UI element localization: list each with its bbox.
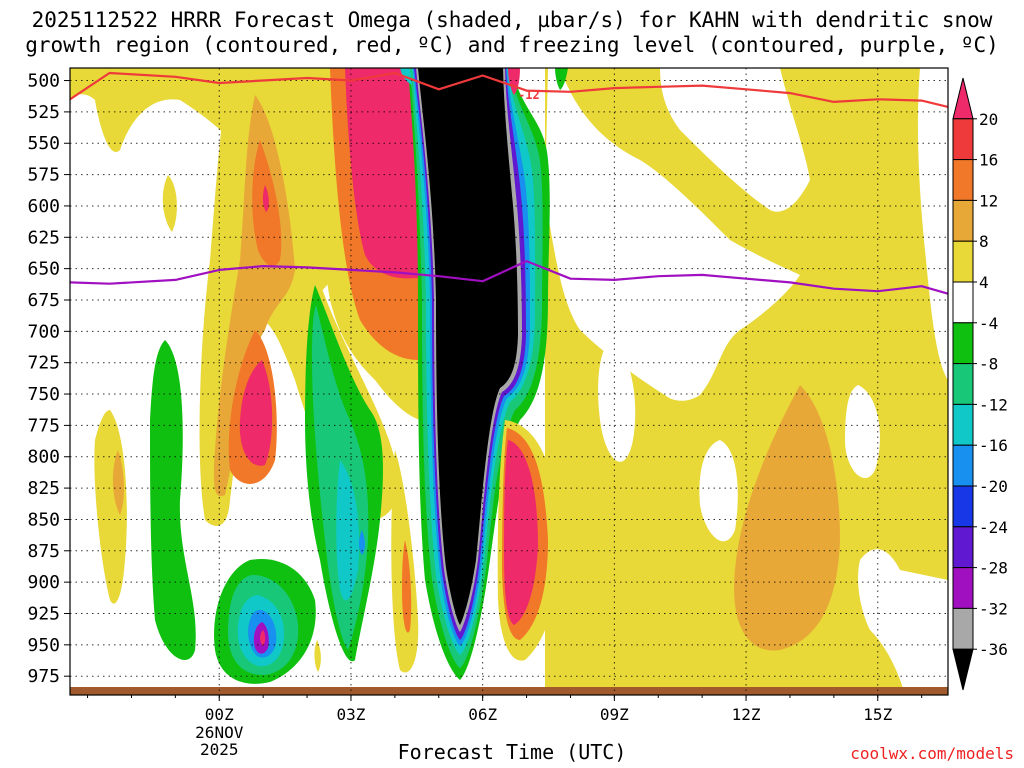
- colorbar-swatch: [952, 199, 974, 242]
- y-tick-label: 600: [27, 196, 60, 217]
- omega-yellow-small-bottom: [314, 640, 321, 672]
- omega-blue-center-left: [359, 530, 365, 555]
- colorbar-label: -28: [979, 559, 1008, 578]
- omega-pink-left-upper: [262, 185, 269, 212]
- omega-green-left: [150, 340, 196, 660]
- y-tick-label: 875: [27, 541, 60, 562]
- gridlines: [70, 68, 948, 695]
- plot-frame: [69, 67, 949, 696]
- x-tick-label: 09Z: [600, 705, 629, 724]
- y-axis: 500 525 550 575 600 625 650 675 700 725 750 775 800 8…: [27, 71, 70, 687]
- y-tick-label: 950: [27, 635, 60, 656]
- colorbar-label: -32: [979, 599, 1008, 618]
- colorbar-label: -36: [979, 640, 1008, 659]
- omega-core-black: [418, 68, 518, 625]
- colorbar-swatch: [952, 281, 974, 324]
- colorbar-bottom-arrow: [952, 648, 974, 691]
- colorbar-label: -24: [979, 518, 1008, 537]
- y-tick-label: 675: [27, 290, 60, 311]
- y-tick-label: 525: [27, 102, 60, 123]
- colorbar-label: 16: [979, 151, 998, 170]
- y-tick-label: 800: [27, 447, 60, 468]
- omega-white-hole-2: [845, 385, 880, 479]
- colorbar-label: 20: [979, 110, 998, 129]
- freezing-level-contour: [69, 260, 949, 295]
- colorbar-swatch: [952, 526, 974, 569]
- dendritic-growth-contour: [69, 71, 949, 108]
- colorbar-swatch: [952, 363, 974, 405]
- colorbar-label: -8: [979, 355, 998, 374]
- omega-magenta-lower-left: [260, 630, 266, 646]
- colorbar-label: 4: [979, 273, 989, 292]
- x-tick-label: 15Z: [863, 705, 892, 724]
- credit-link[interactable]: coolwx.com/models: [850, 744, 1014, 763]
- colorbar-label: 12: [979, 191, 998, 210]
- chart-title-line-1: 2025112522 HRRR Forecast Omega (shaded, …: [31, 8, 993, 32]
- dendritic-contour-label: -12: [518, 88, 540, 102]
- y-tick-label: 700: [27, 321, 60, 342]
- colorbar-label: -16: [979, 436, 1008, 455]
- omega-white-gap-right-3: [917, 68, 948, 380]
- x-tick-year: 2025: [200, 740, 239, 759]
- omega-pink-center-upper: [345, 68, 418, 279]
- x-tick-label: 06Z: [468, 705, 497, 724]
- x-tick-label: 03Z: [337, 705, 366, 724]
- colorbar-swatch: [952, 567, 974, 609]
- colorbar-swatch: [952, 607, 974, 650]
- x-axis-label: Forecast Time (UTC): [397, 740, 627, 764]
- y-tick-label: 625: [27, 227, 60, 248]
- colorbar-label: 8: [979, 232, 989, 251]
- colorbar-label: -4: [979, 314, 998, 333]
- colorbar-top-arrow: [952, 77, 974, 120]
- colorbar-swatch: [952, 159, 974, 201]
- colorbar-label: -20: [979, 477, 1008, 496]
- colorbar-swatch: [952, 118, 974, 161]
- y-tick-label: 575: [27, 165, 60, 186]
- omega-orange-far-left: [112, 450, 124, 515]
- y-tick-label: 975: [27, 666, 60, 687]
- omega-orange-lower-right: [734, 385, 840, 651]
- chart-title-line-2: growth region (contoured, red, ºC) and f…: [25, 33, 999, 57]
- ground-surface: [70, 687, 948, 695]
- omega-green-top-right: [555, 68, 568, 90]
- colorbar-swatch: [952, 403, 974, 446]
- y-tick-label: 925: [27, 603, 60, 624]
- omega-white-hole-1: [598, 340, 636, 462]
- y-tick-label: 500: [27, 71, 60, 92]
- colorbar-swatch: [952, 240, 974, 283]
- x-tick-label: 00Z: [205, 705, 234, 724]
- omega-white-hole-3: [699, 440, 738, 542]
- y-tick-label: 825: [27, 478, 60, 499]
- omega-yellow-small-left: [162, 175, 177, 232]
- omega-pink-post-core: [504, 440, 538, 625]
- y-tick-label: 775: [27, 415, 60, 436]
- x-tick-date: 26NOV: [195, 723, 244, 742]
- colorbar-swatch: [952, 322, 974, 365]
- colorbar-label: -12: [979, 395, 1008, 414]
- omega-yellow-upper-left: [70, 68, 345, 295]
- y-tick-label: 650: [27, 259, 60, 280]
- omega-white-gap-right-4: [858, 549, 948, 695]
- omega-cyan-center-left: [336, 460, 360, 601]
- y-tick-label: 550: [27, 133, 60, 154]
- y-tick-label: 900: [27, 572, 60, 593]
- colorbar: 20 16 12 8 4 -4 -8 -12 -16 -20 -24 -28 -32 -36: [952, 77, 1008, 691]
- omega-orange-pre-core: [402, 540, 412, 633]
- shaded-omega-field: [70, 68, 948, 695]
- omega-pink-left-mid: [239, 360, 273, 466]
- colorbar-swatch: [952, 485, 974, 528]
- contour-lines: [69, 71, 949, 295]
- y-tick-label: 725: [27, 353, 60, 374]
- y-tick-label: 850: [27, 509, 60, 530]
- colorbar-swatch: [952, 444, 974, 487]
- y-tick-label: 750: [27, 384, 60, 405]
- x-tick-label: 12Z: [732, 705, 761, 724]
- omega-white-gap-right-2: [660, 68, 810, 212]
- omega-white-gap-right-1: [545, 68, 800, 401]
